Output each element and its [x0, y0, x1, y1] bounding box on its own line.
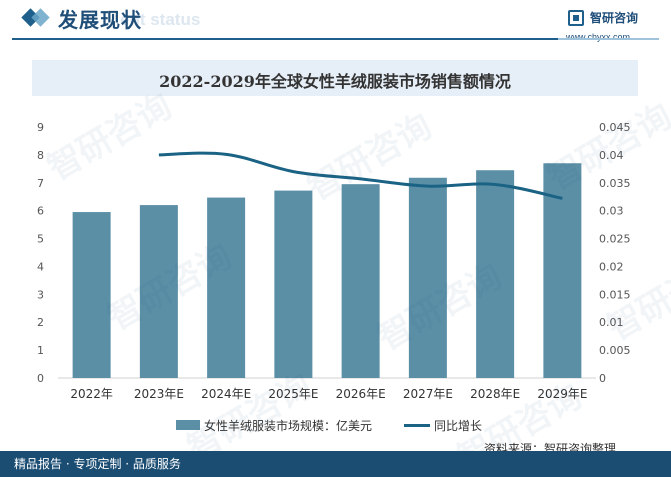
x-tick-label: 2022年: [70, 387, 113, 401]
brand-name: 智研咨询: [590, 11, 639, 25]
chart-title-band: 2022-2029年全球女性羊绒服装市场销售额情况: [32, 60, 638, 96]
legend-bar-label: 女性羊绒服装市场规模：亿美元: [204, 419, 373, 433]
header-divider: [12, 38, 558, 40]
bar: [476, 170, 515, 378]
x-tick-label: 2024年E: [201, 387, 251, 401]
footer-slogan: 精品报告 · 专项定制 · 品质服务: [14, 457, 181, 471]
bar: [207, 197, 246, 378]
x-tick-label: 2026年E: [336, 387, 386, 401]
y-left-tick-label: 2: [37, 316, 44, 329]
y-left-tick-label: 8: [37, 149, 44, 162]
chart: 0 1 2 3 4 5 6 7 8 9 0 0.005 0.01 0.015 0.02 0.025 0.03 0.…: [37, 121, 631, 401]
y-left-tick-label: 4: [37, 260, 44, 273]
y-left-tick-label: 9: [37, 121, 44, 134]
y-right-tick-label: 0.025: [599, 233, 631, 246]
section-title: 发展现状: [58, 8, 142, 32]
x-tick-label: 2029年E: [537, 387, 587, 401]
header-divider-accent: [558, 38, 659, 40]
y-left-tick-label: 0: [37, 372, 44, 385]
y-right-tick-label: 0.005: [599, 344, 631, 357]
bar: [543, 163, 582, 378]
y-right-tick-label: 0.035: [599, 177, 631, 190]
footer-bar: 精品报告 · 专项定制 · 品质服务: [0, 451, 671, 477]
y-right-tick-label: 0: [599, 372, 606, 385]
y-left-tick-label: 3: [37, 288, 44, 301]
y-right-tick-label: 0.01: [599, 316, 624, 329]
y-left-tick-label: 6: [37, 205, 44, 218]
legend-bar-swatch: [176, 420, 200, 430]
y-left-tick-label: 7: [37, 177, 44, 190]
bar: [408, 177, 447, 378]
y-right-tick-label: 0.04: [599, 149, 624, 162]
x-tick-label: 2023年E: [134, 387, 184, 401]
section-header: ent status 发展现状 智研咨询 www.chyxx.com: [0, 0, 671, 42]
header-ghost-text: ent status: [120, 10, 201, 29]
x-tick-label: 2028年E: [470, 387, 520, 401]
y-right-tick-label: 0.045: [599, 121, 631, 134]
y-right-tick-label: 0.02: [599, 260, 624, 273]
y-left-tick-label: 1: [37, 344, 44, 357]
bar: [274, 190, 313, 378]
y-right-tick-label: 0.03: [599, 205, 624, 218]
x-tick-label: 2027年E: [403, 387, 453, 401]
brand-logo-icon: [568, 10, 584, 26]
y-right-tick-label: 0.015: [599, 288, 631, 301]
bar: [341, 184, 380, 378]
legend-line-label: 同比增长: [434, 419, 483, 433]
x-tick-label: 2025年E: [268, 387, 318, 401]
legend-line-swatch: [404, 424, 430, 427]
bar: [139, 205, 178, 378]
chart-legend: 女性羊绒服装市场规模：亿美元 同比增长: [0, 414, 671, 434]
bar: [72, 212, 111, 378]
chart-title: 2022-2029年全球女性羊绒服装市场销售额情况: [159, 72, 511, 91]
y-left-tick-label: 5: [37, 233, 44, 246]
brand-url: www.chyxx.com: [566, 32, 631, 42]
